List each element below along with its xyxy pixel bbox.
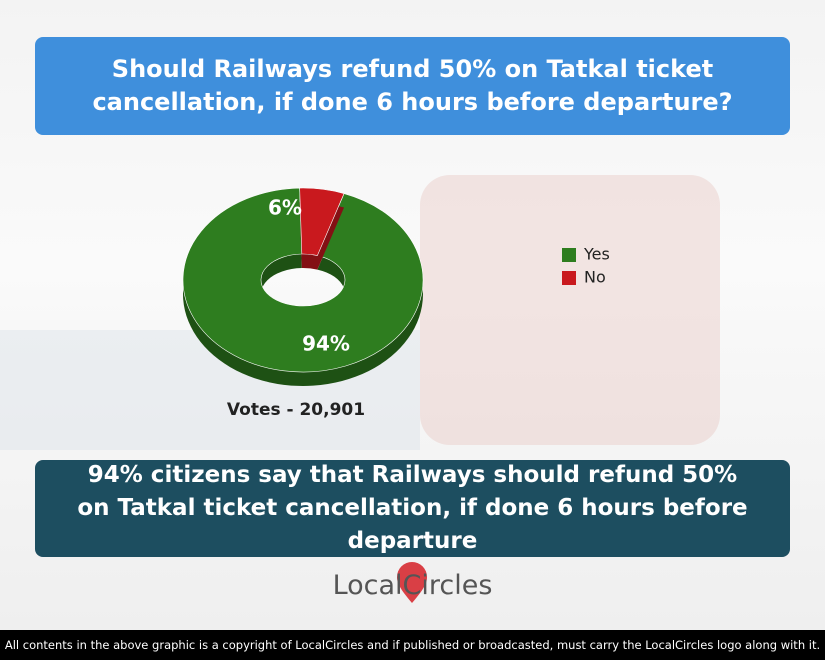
background-train <box>420 175 720 445</box>
legend-swatch <box>562 248 576 262</box>
summary: 94% citizens say that Railways should re… <box>35 460 790 557</box>
footer: All contents in the above graphic is a c… <box>0 630 825 660</box>
slice-top <box>299 187 345 256</box>
logo: LocalCircles <box>332 570 493 601</box>
legend-label: No <box>584 268 606 287</box>
donut-slice <box>299 187 345 270</box>
data-label: 94% <box>302 332 350 356</box>
legend-label: Yes <box>583 245 610 264</box>
data-label: 6% <box>268 196 302 220</box>
legend-swatch <box>562 271 576 285</box>
slice-top <box>182 187 424 373</box>
chart-title: Should Railways refund 50% on Tatkal tic… <box>35 37 790 135</box>
annotation: Votes - 20,901 <box>227 400 365 420</box>
donut-slice <box>182 187 424 386</box>
logo-pin <box>397 562 427 603</box>
